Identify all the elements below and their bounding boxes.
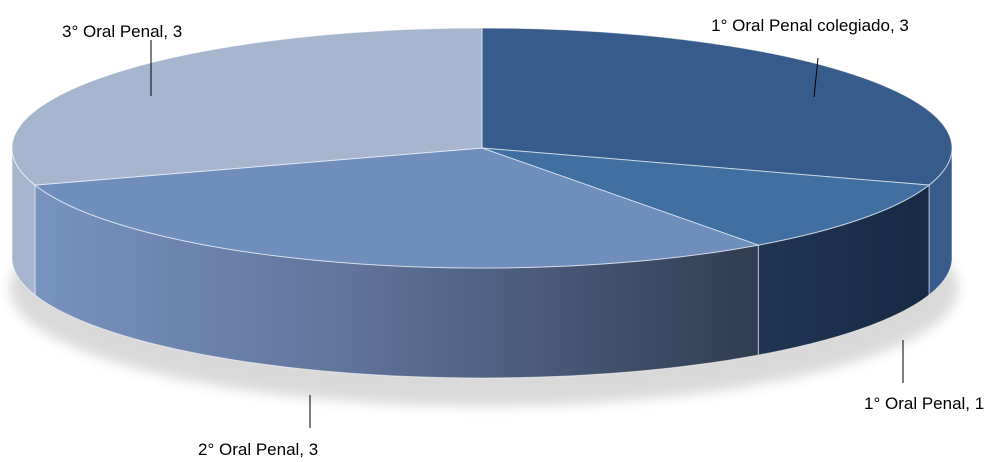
pie-slice-3 [11,27,483,186]
data-label-1-oral-penal-colegiado: 1° Oral Penal colegiado, 3 [711,16,909,35]
pie-top-slices [11,27,953,269]
pie-slice-2 [33,147,761,269]
leader-line-1-oral-penal-colegiado [813,57,819,98]
pie-side-walls [11,147,953,379]
label-leader-lines [150,40,904,428]
data-label-3-oral-penal: 3° Oral Penal, 3 [62,22,183,41]
data-label-1-oral-penal: 1° Oral Penal, 1 [864,394,985,413]
data-label-2-oral-penal: 2° Oral Penal, 3 [198,440,319,459]
pie-slice-1 [481,147,931,246]
pie-slice-0 [481,27,953,186]
